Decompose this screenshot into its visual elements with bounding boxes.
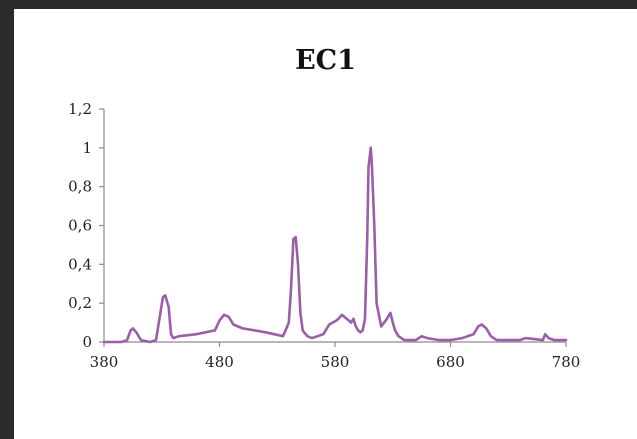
y-tick-label: 1 (82, 139, 92, 157)
x-axis: 380 480 580 680 780 (90, 341, 581, 371)
chart-title: EC1 (295, 45, 356, 76)
spectrum-chart: 0 0,2 0,4 0,6 0,8 1 1,2 380 480 580 680 780 (68, 100, 581, 371)
y-tick-label: 0 (82, 333, 92, 351)
series-line (102, 146, 568, 344)
x-tick-label: 480 (205, 353, 234, 371)
x-tick-label: 780 (552, 353, 581, 371)
x-tick-label: 680 (436, 353, 465, 371)
x-tick-label: 380 (90, 353, 119, 371)
y-tick-label: 0,6 (68, 217, 92, 235)
y-axis: 0 0,2 0,4 0,6 0,8 1 1,2 (68, 100, 105, 351)
y-tick-label: 0,4 (68, 255, 92, 273)
y-tick-label: 1,2 (68, 100, 92, 118)
series-group (102, 146, 568, 344)
x-tick-label: 580 (321, 353, 350, 371)
y-tick-label: 0,2 (68, 294, 92, 312)
y-tick-label: 0,8 (68, 178, 92, 196)
chart-frame: EC1 0 0,2 0,4 0,6 0,8 1 1,2 380 480 580 680 780 (14, 9, 637, 439)
